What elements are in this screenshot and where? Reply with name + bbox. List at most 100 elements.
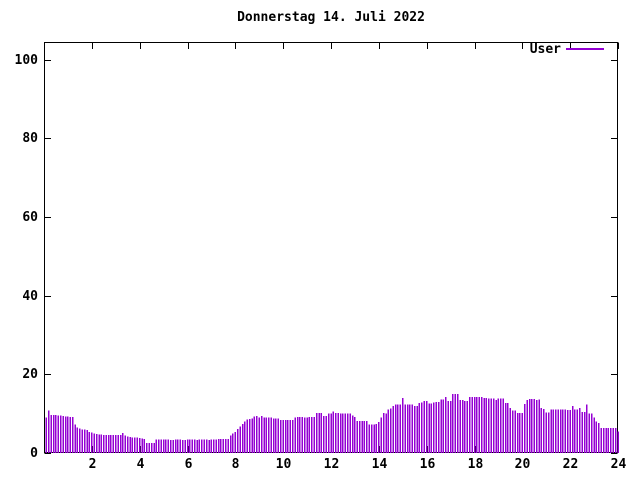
data-bar: [217, 439, 220, 453]
data-bar: [576, 409, 579, 453]
data-bar: [170, 440, 172, 453]
data-bar: [244, 421, 246, 453]
y-tick-label: 100: [14, 52, 38, 68]
data-bar: [452, 394, 454, 453]
data-bar: [95, 434, 98, 453]
data-bar: [545, 412, 547, 453]
data-bar: [578, 408, 581, 453]
data-bar: [378, 421, 380, 453]
data-bar: [165, 439, 167, 453]
data-bar: [435, 401, 437, 453]
data-bar: [131, 437, 134, 453]
data-bar: [423, 401, 426, 453]
data-bar: [590, 413, 593, 453]
data-bar: [461, 399, 464, 453]
data-bar: [485, 397, 488, 453]
data-bar: [272, 418, 275, 453]
data-bar: [301, 416, 304, 453]
data-bar: [122, 432, 124, 453]
data-bar: [363, 420, 366, 453]
data-bar: [134, 437, 136, 453]
data-bar: [177, 439, 179, 453]
data-bar: [344, 413, 347, 453]
data-bar: [203, 439, 205, 453]
data-bar: [320, 412, 323, 453]
data-bar: [213, 439, 215, 453]
data-bar: [284, 419, 287, 453]
x-tick-label: 18: [467, 457, 484, 472]
data-bar: [402, 397, 404, 453]
data-bar: [406, 404, 409, 453]
data-bar: [488, 398, 490, 453]
data-bar: [93, 433, 95, 453]
data-bar: [88, 432, 91, 453]
data-bar: [222, 439, 225, 453]
data-bar: [64, 416, 67, 453]
data-bar: [449, 401, 452, 453]
data-bar: [480, 397, 483, 453]
data-bar: [547, 412, 550, 453]
data-bar: [311, 417, 313, 453]
data-bar: [45, 417, 48, 453]
data-bar: [260, 416, 263, 453]
data-bar: [248, 418, 251, 453]
data-bar: [323, 416, 325, 453]
data-bar: [457, 394, 459, 453]
data-bar: [500, 398, 502, 453]
data-bar: [124, 435, 127, 453]
data-bar: [246, 419, 249, 453]
data-bar: [411, 404, 414, 453]
data-bar: [430, 403, 433, 453]
data-bar: [512, 410, 514, 453]
data-bar: [495, 399, 497, 453]
data-bar: [275, 418, 277, 453]
data-bar: [189, 439, 191, 453]
data-bar: [196, 440, 198, 453]
data-bar: [100, 434, 103, 453]
data-bar: [225, 439, 227, 453]
x-tick-label: 16: [419, 457, 436, 472]
data-bar: [397, 404, 399, 453]
data-bar: [126, 436, 129, 453]
data-bar: [220, 439, 222, 453]
data-bar: [514, 410, 516, 453]
y-tick-label: 60: [22, 209, 38, 225]
data-bar: [562, 409, 564, 453]
data-bar: [282, 419, 284, 453]
x-tick-label: 22: [562, 457, 579, 472]
data-bar: [270, 417, 272, 453]
data-bar: [588, 413, 591, 453]
data-bar: [184, 440, 186, 453]
data-bar: [516, 412, 519, 453]
data-bar: [600, 427, 603, 453]
data-bar: [552, 409, 555, 453]
data-bar: [69, 416, 72, 453]
y-tick-label: 40: [22, 288, 38, 304]
data-bar: [574, 409, 576, 453]
data-bar: [610, 428, 612, 453]
data-bar: [146, 442, 148, 453]
legend-label: User: [529, 42, 561, 57]
data-bar: [447, 401, 449, 453]
data-bar: [543, 408, 545, 453]
data-bar: [519, 412, 521, 453]
data-bar: [370, 424, 373, 453]
data-bar: [535, 399, 538, 453]
y-tick-label: 0: [30, 445, 38, 461]
data-bar: [98, 434, 100, 453]
data-bar: [138, 438, 141, 453]
data-bar: [210, 439, 213, 453]
data-bar: [280, 419, 282, 453]
data-bar: [315, 412, 318, 453]
data-bar: [375, 423, 378, 453]
y-tick-label: 80: [22, 130, 38, 146]
data-bar: [296, 416, 299, 453]
data-bar: [526, 399, 528, 453]
x-tick-label: 8: [231, 457, 240, 472]
data-bar: [330, 413, 332, 453]
data-bar: [193, 439, 196, 453]
data-bar: [179, 439, 182, 453]
data-bar: [155, 439, 158, 453]
data-bar: [528, 399, 531, 453]
data-bar: [473, 397, 476, 453]
